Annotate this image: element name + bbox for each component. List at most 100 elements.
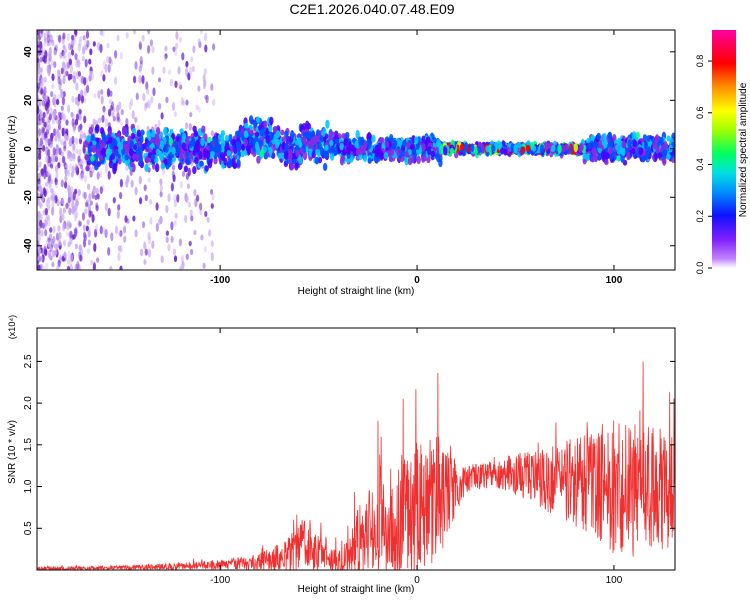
spectrogram-noise-point xyxy=(47,138,51,147)
spectrogram-band-point xyxy=(521,146,526,154)
spectrogram-noise-point xyxy=(41,99,46,107)
spectrogram-noise-point xyxy=(60,105,64,111)
spectrogram-noise-point xyxy=(102,107,106,116)
spectrogram-band-point xyxy=(473,146,479,155)
spectrogram-band-point xyxy=(638,147,644,156)
spectrogram-noise-point xyxy=(77,188,81,196)
spectrogram-band-point xyxy=(464,142,469,151)
spectrogram-band-point xyxy=(168,137,173,146)
spectrogram-band-point xyxy=(94,163,99,171)
spectrogram-noise-point xyxy=(99,30,103,36)
spectrogram-band-point xyxy=(246,148,252,155)
spectrogram-band-point xyxy=(324,151,329,160)
spectrogram-noise-point xyxy=(66,219,71,227)
spectrogram-noise-point xyxy=(94,194,98,201)
spectrogram-noise-point xyxy=(185,253,189,260)
spectrogram-band-point xyxy=(231,139,236,146)
snr-x-tick-label: 100 xyxy=(606,575,623,586)
spectrogram-noise-point xyxy=(37,161,40,170)
spectrogram-noise-point xyxy=(107,170,111,180)
spectrogram-noise-point xyxy=(72,152,76,160)
spectrogram-noise-point xyxy=(41,98,45,107)
spectrogram-band-point xyxy=(281,136,286,144)
spectrogram-noise-point xyxy=(74,53,78,60)
spectrogram-band-point xyxy=(434,152,439,159)
snr-frame xyxy=(36,327,676,571)
spectrogram-noise-point xyxy=(188,240,192,247)
spectrogram-band-point xyxy=(564,143,569,151)
spectrogram-band-point xyxy=(224,134,230,141)
spectrogram-noise-point xyxy=(99,170,103,178)
spectrogram-band-point xyxy=(294,162,299,171)
spectrogram-band-point xyxy=(198,151,203,160)
spectrogram-noise-point xyxy=(43,55,47,64)
spectrogram-band-point xyxy=(663,141,668,150)
spectrogram-noise-point xyxy=(104,118,108,127)
spectrogram-noise-point xyxy=(57,119,62,125)
spectrogram-noise-point xyxy=(47,30,51,38)
spectrogram-noise-point xyxy=(46,237,50,246)
spectrogram-band-point xyxy=(573,142,578,153)
spectrogram-noise-point xyxy=(202,262,206,269)
spectrogram-noise-point xyxy=(54,128,58,136)
spectrogram-noise-point xyxy=(109,265,113,270)
spectrogram-noise-point xyxy=(62,222,66,232)
spectrogram-noise-point xyxy=(66,230,70,237)
spectrogram-band-point xyxy=(253,120,258,128)
spectrogram-band-point xyxy=(324,144,329,151)
spectrogram-noise-point xyxy=(185,99,189,106)
spectrogram-x-tick-label: 100 xyxy=(606,275,623,286)
spectrogram-noise-point xyxy=(179,84,183,90)
spectrogram-noise-point xyxy=(57,76,61,85)
spectrogram-noise-point xyxy=(139,55,143,65)
spectrogram-noise-point xyxy=(60,91,64,99)
spectrogram-band-point xyxy=(593,140,598,150)
spectrogram-noise-point xyxy=(77,71,81,77)
spectrogram-noise-point xyxy=(104,164,108,174)
spectrogram-noise-point xyxy=(85,225,89,232)
spectrogram-xlabel: Height of straight line (km) xyxy=(298,286,415,297)
spectrogram-noise-point xyxy=(39,30,44,34)
spectrogram-band-point xyxy=(194,156,199,165)
spectrogram-noise-point xyxy=(171,101,176,112)
spectrogram-noise-point xyxy=(71,34,75,41)
spectrogram-noise-point xyxy=(107,247,111,256)
spectrogram-noise-point xyxy=(175,42,179,50)
spectrogram-noise-point xyxy=(174,212,178,219)
spectrogram-noise-point xyxy=(210,240,214,247)
spectrogram-noise-point xyxy=(39,219,43,227)
spectrogram-band-point xyxy=(192,166,197,175)
spectrogram-noise-point xyxy=(134,116,138,123)
spectrogram-band-point xyxy=(379,151,384,160)
spectrogram-band-point xyxy=(207,159,213,169)
spectrogram-band-point xyxy=(334,138,339,145)
spectrogram-noise-point xyxy=(80,96,84,104)
spectrogram-noise-point xyxy=(86,84,90,94)
spectrogram-noise-point xyxy=(39,109,43,116)
spectrogram-band-point xyxy=(601,150,606,159)
spectrogram-noise-point xyxy=(72,124,76,133)
spectrogram-noise-point xyxy=(128,101,132,111)
spectrogram-band-point xyxy=(243,138,248,147)
spectrogram-noise-point xyxy=(40,255,44,263)
spectrogram-noise-point xyxy=(51,73,55,82)
spectrogram-noise-point xyxy=(88,58,92,65)
spectrogram-noise-point xyxy=(47,148,51,158)
spectrogram-noise-point xyxy=(52,249,56,258)
spectrogram-noise-point xyxy=(138,42,142,51)
spectrogram-noise-point xyxy=(129,98,134,107)
spectrogram-noise-point xyxy=(119,178,123,188)
spectrogram-band-point xyxy=(87,144,92,153)
spectrogram-noise-point xyxy=(55,232,60,241)
spectrogram-band-point xyxy=(516,142,522,149)
spectrogram-band-point xyxy=(131,127,137,135)
spectrogram-noise-point xyxy=(147,44,151,54)
spectrogram-noise-point xyxy=(57,94,61,100)
spectrogram-noise-point xyxy=(58,231,62,240)
spectrogram-noise-point xyxy=(39,79,43,87)
spectrogram-noise-point xyxy=(68,140,72,147)
spectrogram-noise-point xyxy=(199,30,203,35)
spectrogram-noise-point xyxy=(59,207,63,217)
spectrogram-noise-point xyxy=(157,119,161,128)
snr-y-tick-label: 0.5 xyxy=(23,521,34,535)
